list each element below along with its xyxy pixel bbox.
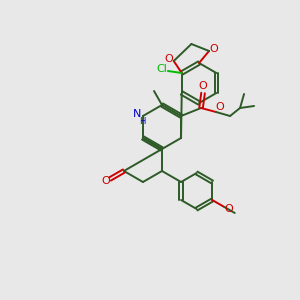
Text: N: N	[133, 109, 141, 119]
Text: O: O	[210, 44, 218, 54]
Text: H: H	[139, 118, 145, 127]
Text: O: O	[224, 205, 233, 214]
Text: Cl: Cl	[156, 64, 167, 74]
Text: O: O	[101, 176, 110, 187]
Text: O: O	[164, 54, 173, 64]
Text: O: O	[216, 102, 224, 112]
Text: O: O	[199, 81, 207, 91]
